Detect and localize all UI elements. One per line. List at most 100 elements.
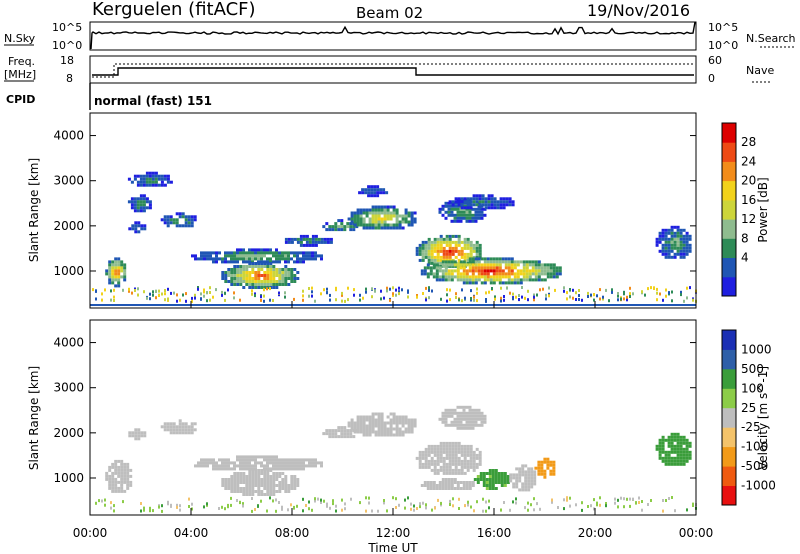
heatmap-cell [501,275,505,279]
heatmap-cell [251,472,255,475]
heatmap-cell [467,500,469,504]
heatmap-cell [368,211,372,215]
heatmap-cell [469,200,473,204]
heatmap-cell [377,421,381,425]
heatmap-cell [676,441,680,445]
heatmap-cell [444,487,448,490]
heatmap-cell [418,258,422,262]
heatmap-cell [221,257,224,261]
heatmap-cell [287,283,291,286]
heatmap-cell [524,488,528,492]
heatmap-cell [673,438,677,442]
heatmap-cell [445,441,449,445]
heatmap-cell [435,484,439,487]
heatmap-cell [326,237,330,241]
heatmap-cell [462,269,466,273]
heatmap-cell [546,466,550,470]
heatmap-cell [239,478,243,481]
heatmap-cell [456,213,460,217]
heatmap-cell [398,418,402,422]
heatmap-cell [374,421,378,425]
heatmap-cell [596,501,598,505]
heatmap-cell [314,458,317,462]
heatmap-cell [293,260,296,264]
heatmap-cell [673,432,677,436]
heatmap-cell [263,254,266,258]
heatmap-cell [175,218,179,222]
heatmap-cell [401,430,405,434]
heatmap-cell [450,408,454,412]
heatmap-cell [448,462,452,466]
heatmap-cell [453,260,457,264]
heatmap-cell [442,468,446,472]
heatmap-cell [420,484,424,487]
heatmap-cell [404,506,406,510]
heatmap-cell [552,463,556,467]
heatmap-cell [287,268,291,271]
heatmap-cell [233,472,237,475]
heatmap-cell [426,266,430,270]
heatmap-cell [233,277,237,280]
heatmap-cell [272,277,276,280]
heatmap-cell [224,461,227,465]
heatmap-cell [296,484,300,487]
heatmap-cell [123,468,127,472]
heatmap-cell [365,208,369,212]
heatmap-cell [136,180,140,184]
heatmap-cell [302,289,304,293]
heatmap-cell [120,477,124,481]
heatmap-cell [451,234,455,238]
heatmap-cell [374,412,378,416]
heatmap-cell [272,487,276,490]
heatmap-cell [522,263,526,267]
heatmap-cell [444,411,448,415]
heatmap-cell [224,487,228,490]
heatmap-cell [123,465,127,469]
heatmap-cell [230,268,234,271]
heatmap-cell [493,200,497,204]
heatmap-cell [484,200,488,204]
heatmap-cell [302,467,305,471]
heatmap-cell [236,481,240,484]
heatmap-cell [308,254,311,258]
heatmap-cell [111,272,115,276]
heatmap-cell [251,478,255,481]
heatmap-cell [392,205,396,209]
heatmap-cell [445,468,449,472]
heatmap-cell [667,453,671,457]
heatmap-cell [314,254,317,258]
heatmap-cell [377,509,379,513]
heatmap-cell [230,481,234,484]
heatmap-cell [128,434,132,438]
heatmap-cell [436,450,440,454]
heatmap-cell [682,462,686,466]
heatmap-cell [664,228,668,232]
heatmap-cell [230,467,233,471]
heatmap-cell [473,295,475,299]
heatmap-cell [227,260,230,264]
heatmap-cell [230,283,234,286]
heatmap-cell [257,475,261,478]
heatmap-cell [248,490,252,493]
heatmap-cell [133,197,137,201]
heatmap-cell [533,479,537,483]
heatmap-cell [272,472,276,475]
heatmap-cell [365,496,367,500]
heatmap-cell [456,426,460,430]
heatmap-cell [459,266,463,270]
heatmap-cell [299,461,302,465]
heatmap-cell [314,240,318,244]
heatmap-cell [290,481,294,484]
heatmap-cell [466,243,470,247]
heatmap-cell [133,174,137,178]
heatmap-cell [131,434,135,438]
heatmap-cell [346,429,350,433]
heatmap-cell [477,423,481,427]
heatmap-cell [401,217,405,221]
heatmap-cell [251,493,255,496]
heatmap-cell [436,456,440,460]
heatmap-cell [471,423,475,427]
power-colorbar-label: Power [dB] [756,177,770,242]
heatmap-cell [245,280,249,283]
heatmap-cell [472,194,476,198]
